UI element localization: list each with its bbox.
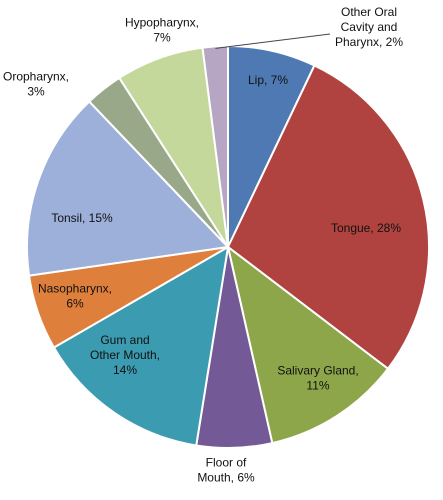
slice-label-other-oral-cavity-and-pharynx: Other Oral Cavity and Pharynx, 2% bbox=[335, 5, 403, 49]
pie-slice-salivary-gland bbox=[226, 244, 390, 445]
leader-line-other bbox=[215, 33, 331, 49]
slice-label-salivary-gland: Salivary Gland, 11% bbox=[277, 364, 358, 393]
slice-label-oropharynx: Oropharynx, 3% bbox=[3, 70, 69, 99]
slice-label-lip: Lip, 7% bbox=[248, 73, 288, 87]
pie-slice-other-oral-cavity-and-pharynx bbox=[201, 44, 229, 248]
pie-slice-tongue bbox=[226, 64, 430, 371]
slice-label-tongue: Tongue, 28% bbox=[331, 221, 401, 235]
slice-label-nasopharynx: Nasopharynx, 6% bbox=[38, 282, 112, 311]
slice-label-tonsil: Tonsil, 15% bbox=[51, 211, 113, 225]
pie-slice-tonsil bbox=[26, 100, 231, 277]
slice-label-floor-of-mouth: Floor of Mouth, 6% bbox=[197, 456, 255, 485]
slice-labels: Lip, 7% Tongue, 28% Salivary Gland, 11% Floo… bbox=[3, 5, 403, 485]
slice-label-hypopharynx: Hypopharynx, 7% bbox=[125, 16, 199, 45]
pie-slice-gum-and-other-mouth bbox=[52, 245, 230, 447]
pie-slices bbox=[26, 44, 430, 449]
leader-lines bbox=[215, 33, 331, 49]
slice-label-gum-and-other-mouth: Gum and Other Mouth, 14% bbox=[90, 333, 160, 377]
